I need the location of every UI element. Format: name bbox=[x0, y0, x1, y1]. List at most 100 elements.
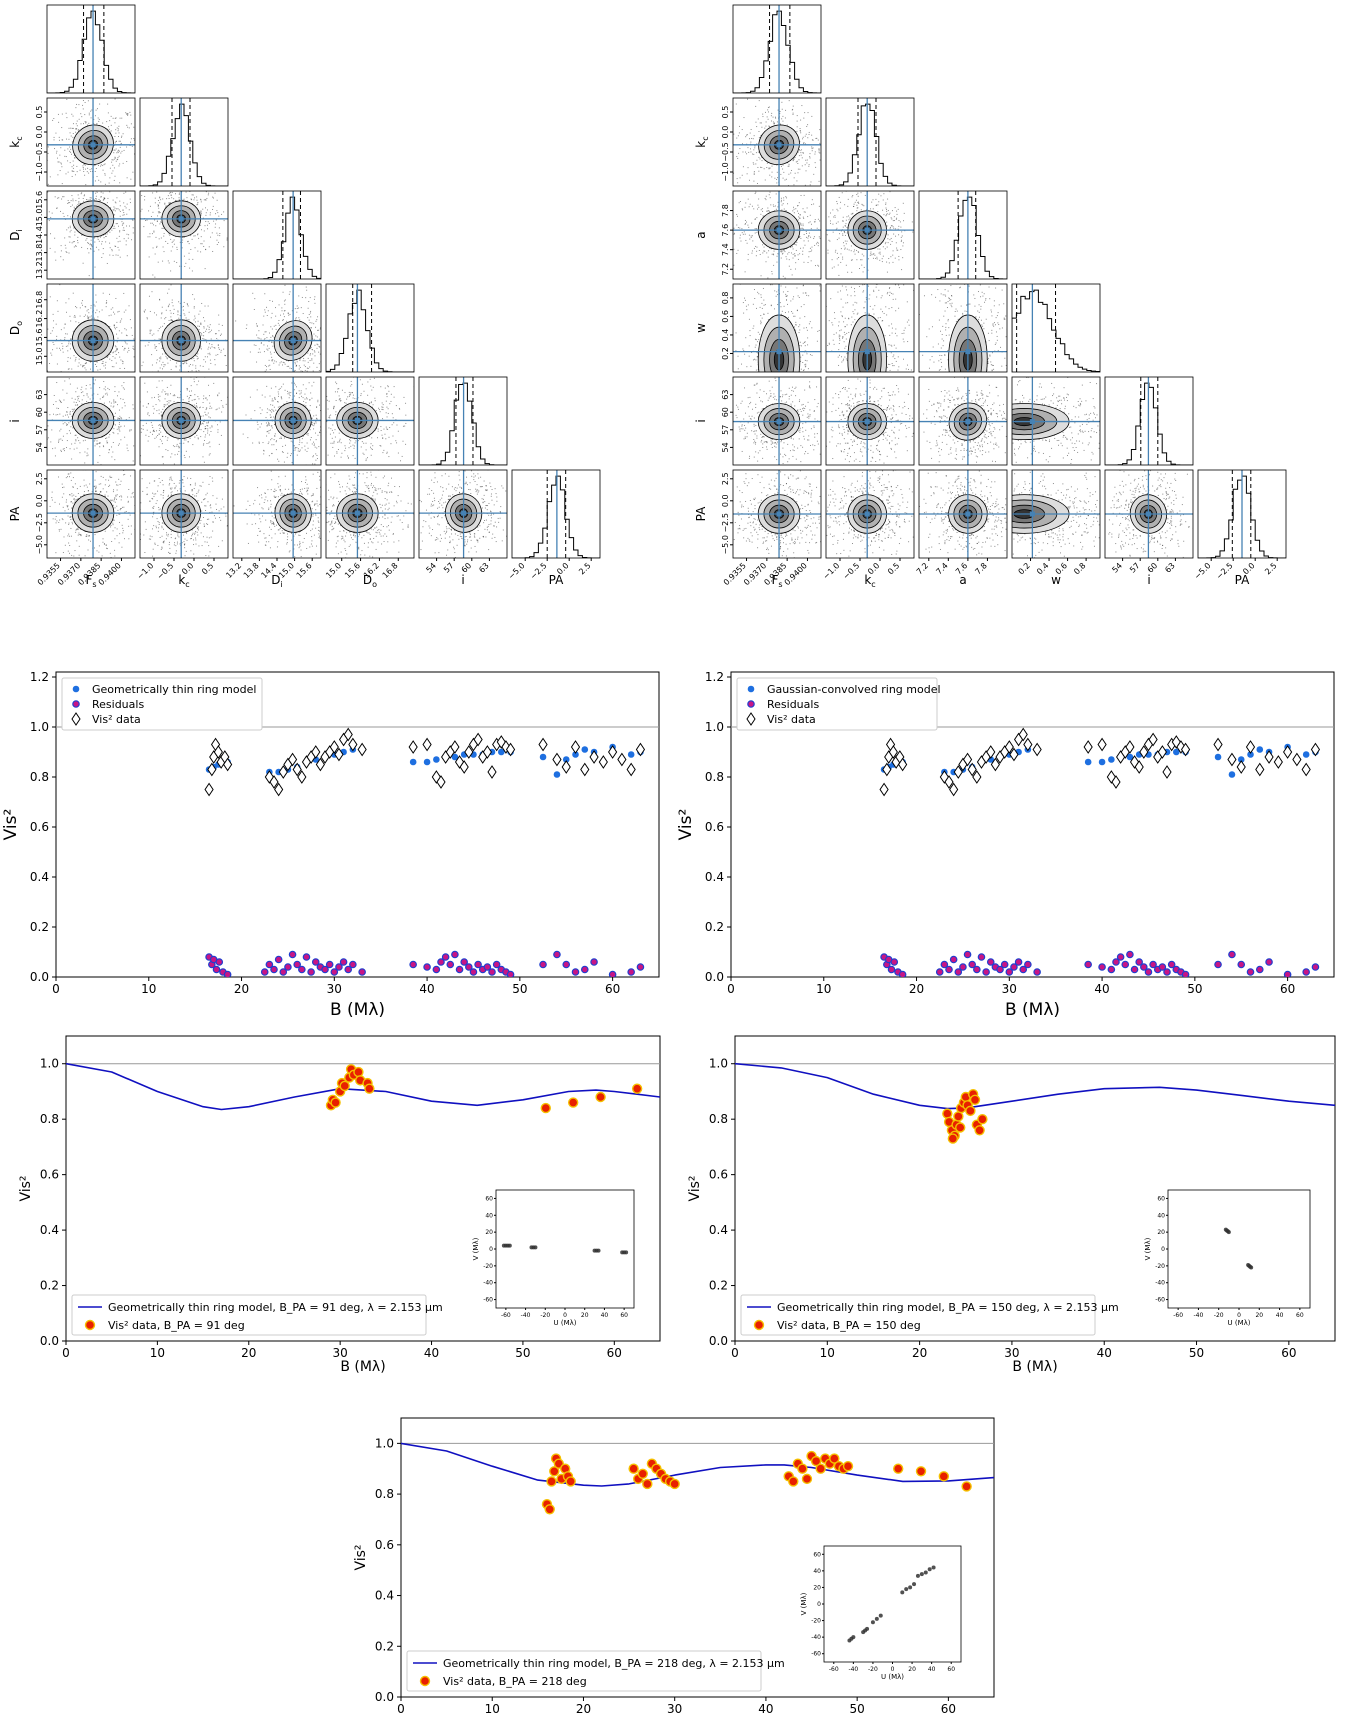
corner-panel bbox=[232, 190, 322, 280]
truth-marker bbox=[776, 511, 782, 517]
tick-label: 7.8 bbox=[973, 561, 988, 576]
tick-label: 0.0 bbox=[375, 1690, 394, 1704]
tick-label: -60 bbox=[501, 1312, 511, 1319]
x-axis-label: B (Mλ) bbox=[340, 1359, 385, 1375]
tick-label: -20 bbox=[1155, 1263, 1165, 1270]
residual-point bbox=[959, 963, 967, 971]
tick-label: 40 bbox=[485, 1212, 493, 1219]
legend-box bbox=[740, 1294, 1096, 1336]
model-point bbox=[451, 753, 459, 761]
truth-marker bbox=[354, 510, 360, 516]
residual-point bbox=[451, 950, 459, 959]
corner-panel: −5.0 −2.5 0.0 2.5PA bbox=[507, 469, 601, 587]
axis-label: w bbox=[1051, 573, 1061, 587]
corner-panel: 15.015.616.216.8 Do bbox=[8, 283, 136, 373]
y-axis-label: Vis² bbox=[687, 1175, 703, 1201]
uv-point bbox=[596, 1248, 601, 1253]
tick-label: −2.5 bbox=[721, 513, 730, 532]
tick-label: −2.5 bbox=[529, 561, 549, 581]
axis-label: kc bbox=[178, 573, 189, 589]
tick-label: 20 bbox=[576, 1702, 591, 1714]
y-axis-label: Vis² bbox=[353, 1544, 369, 1570]
tick-label: 0.0 bbox=[35, 494, 44, 507]
corner-panel: 54 57 60 63 i bbox=[8, 376, 136, 466]
data-point bbox=[949, 782, 959, 797]
residual-point bbox=[977, 953, 986, 961]
data-point bbox=[1134, 760, 1144, 774]
truth-marker bbox=[178, 510, 184, 516]
data-point bbox=[436, 775, 446, 789]
model-point bbox=[423, 758, 431, 766]
data-point bbox=[1301, 762, 1311, 777]
y-axis-label: Vis² bbox=[676, 809, 696, 841]
truth-marker bbox=[90, 417, 96, 423]
residual-point bbox=[935, 968, 944, 976]
panel-frame bbox=[732, 376, 822, 466]
model-point bbox=[497, 748, 505, 756]
tick-label: −2.5 bbox=[35, 513, 44, 532]
corner-panel bbox=[1104, 376, 1194, 466]
residual-point bbox=[1214, 960, 1222, 969]
data-point bbox=[965, 1105, 976, 1117]
residual-point bbox=[455, 965, 464, 974]
residual-point bbox=[1302, 968, 1310, 976]
tick-label: 15.6 bbox=[343, 561, 362, 580]
tick-label: 40 bbox=[424, 1346, 439, 1360]
residual-point bbox=[465, 963, 473, 971]
data-point bbox=[1023, 737, 1033, 752]
tick-label: 40 bbox=[1157, 1212, 1165, 1219]
panel-frame bbox=[232, 283, 322, 373]
legend-residual-label: Residuals bbox=[92, 698, 144, 711]
truth-marker bbox=[1029, 511, 1035, 517]
model-point bbox=[1098, 758, 1106, 766]
tick-label: 0 bbox=[1161, 1246, 1165, 1253]
data-point bbox=[431, 770, 441, 784]
corner-panel bbox=[139, 97, 229, 187]
truth-marker bbox=[290, 417, 296, 423]
data-point bbox=[565, 1476, 576, 1487]
tick-label: 0.4 bbox=[40, 1223, 59, 1237]
model-point bbox=[572, 751, 579, 758]
tick-label: 0.8 bbox=[709, 1112, 728, 1126]
tick-label: −1.0 bbox=[35, 162, 44, 181]
data-point bbox=[501, 740, 511, 754]
tick-label: 7.8 bbox=[721, 204, 730, 217]
tick-label: 15.0 bbox=[324, 561, 343, 580]
truth-marker bbox=[178, 417, 184, 423]
data-point bbox=[977, 1113, 988, 1125]
corner-panel bbox=[325, 283, 415, 373]
data-point bbox=[944, 775, 954, 789]
residual-point bbox=[1084, 960, 1092, 969]
tick-label: 0.8 bbox=[721, 292, 730, 305]
tick-label: 7.4 bbox=[721, 243, 730, 256]
tick-label: 0 bbox=[62, 1346, 70, 1360]
residual-point bbox=[580, 965, 589, 974]
tick-label: 0.4 bbox=[375, 1589, 394, 1603]
residual-point bbox=[1107, 965, 1116, 974]
uv-point bbox=[533, 1245, 538, 1250]
tick-label: 0.0 bbox=[709, 1334, 728, 1348]
tick-label: 13.8 bbox=[242, 561, 261, 580]
residual-point bbox=[293, 960, 302, 969]
uv-point bbox=[851, 1635, 856, 1640]
panel-frame bbox=[1197, 469, 1287, 559]
axis-label: kc bbox=[8, 136, 24, 147]
tick-label: 57 bbox=[1128, 561, 1142, 575]
corner-plot-left: −1.0−0.50.00.5kc13.213.814.415.015.6Di15… bbox=[8, 4, 601, 589]
truth-marker bbox=[776, 227, 782, 233]
panel-frame bbox=[139, 283, 229, 373]
panel-frame bbox=[139, 97, 229, 187]
data-point bbox=[1139, 745, 1149, 759]
data-point bbox=[1111, 775, 1121, 789]
tick-label: 0.6 bbox=[709, 1168, 728, 1182]
tick-label: 0.8 bbox=[30, 770, 49, 784]
data-point bbox=[269, 775, 279, 789]
tick-label: 40 bbox=[1097, 1346, 1112, 1360]
truth-marker bbox=[965, 349, 971, 355]
data-point bbox=[213, 745, 223, 759]
corner-panel bbox=[325, 376, 415, 466]
corner-plot-right: −1.0−0.50.00.5kc7.27.47.67.8a0.20.40.60.… bbox=[694, 4, 1287, 589]
panel-frame bbox=[46, 376, 136, 466]
model-curve bbox=[401, 1442, 994, 1487]
